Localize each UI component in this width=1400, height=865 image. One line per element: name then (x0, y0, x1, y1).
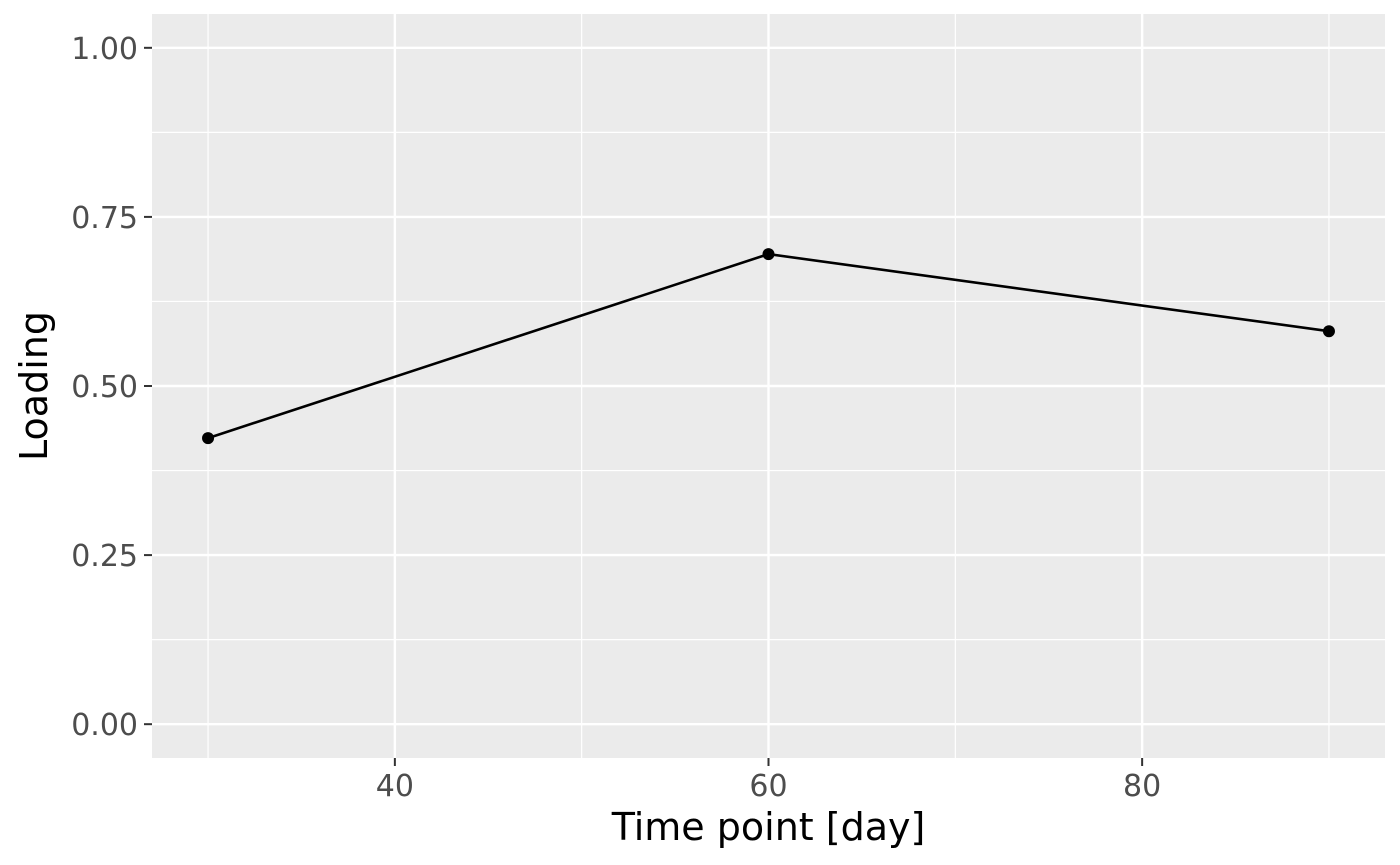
y-tick-label: 1.00 (71, 32, 138, 67)
x-axis-title: Time point [day] (611, 805, 926, 849)
series-layer (202, 248, 1335, 445)
major-gridlines (152, 14, 1385, 758)
x-tick-label: 40 (376, 769, 414, 804)
data-point (762, 248, 775, 261)
data-point (1322, 325, 1335, 338)
axis-ticks (144, 46, 1144, 766)
x-tick-label: 60 (749, 769, 787, 804)
x-tick-label: 80 (1123, 769, 1161, 804)
y-axis-title: Loading (12, 311, 56, 461)
x-axis-tick-labels: 40 60 80 (376, 769, 1161, 804)
data-point (202, 432, 215, 445)
y-tick-label: 0.75 (71, 201, 138, 236)
y-tick-label: 0.50 (71, 370, 138, 405)
y-tick-label: 0.25 (71, 539, 138, 574)
y-tick-label: 0.00 (71, 708, 138, 743)
y-axis-tick-labels: 0.00 0.25 0.50 0.75 1.00 (71, 32, 138, 743)
